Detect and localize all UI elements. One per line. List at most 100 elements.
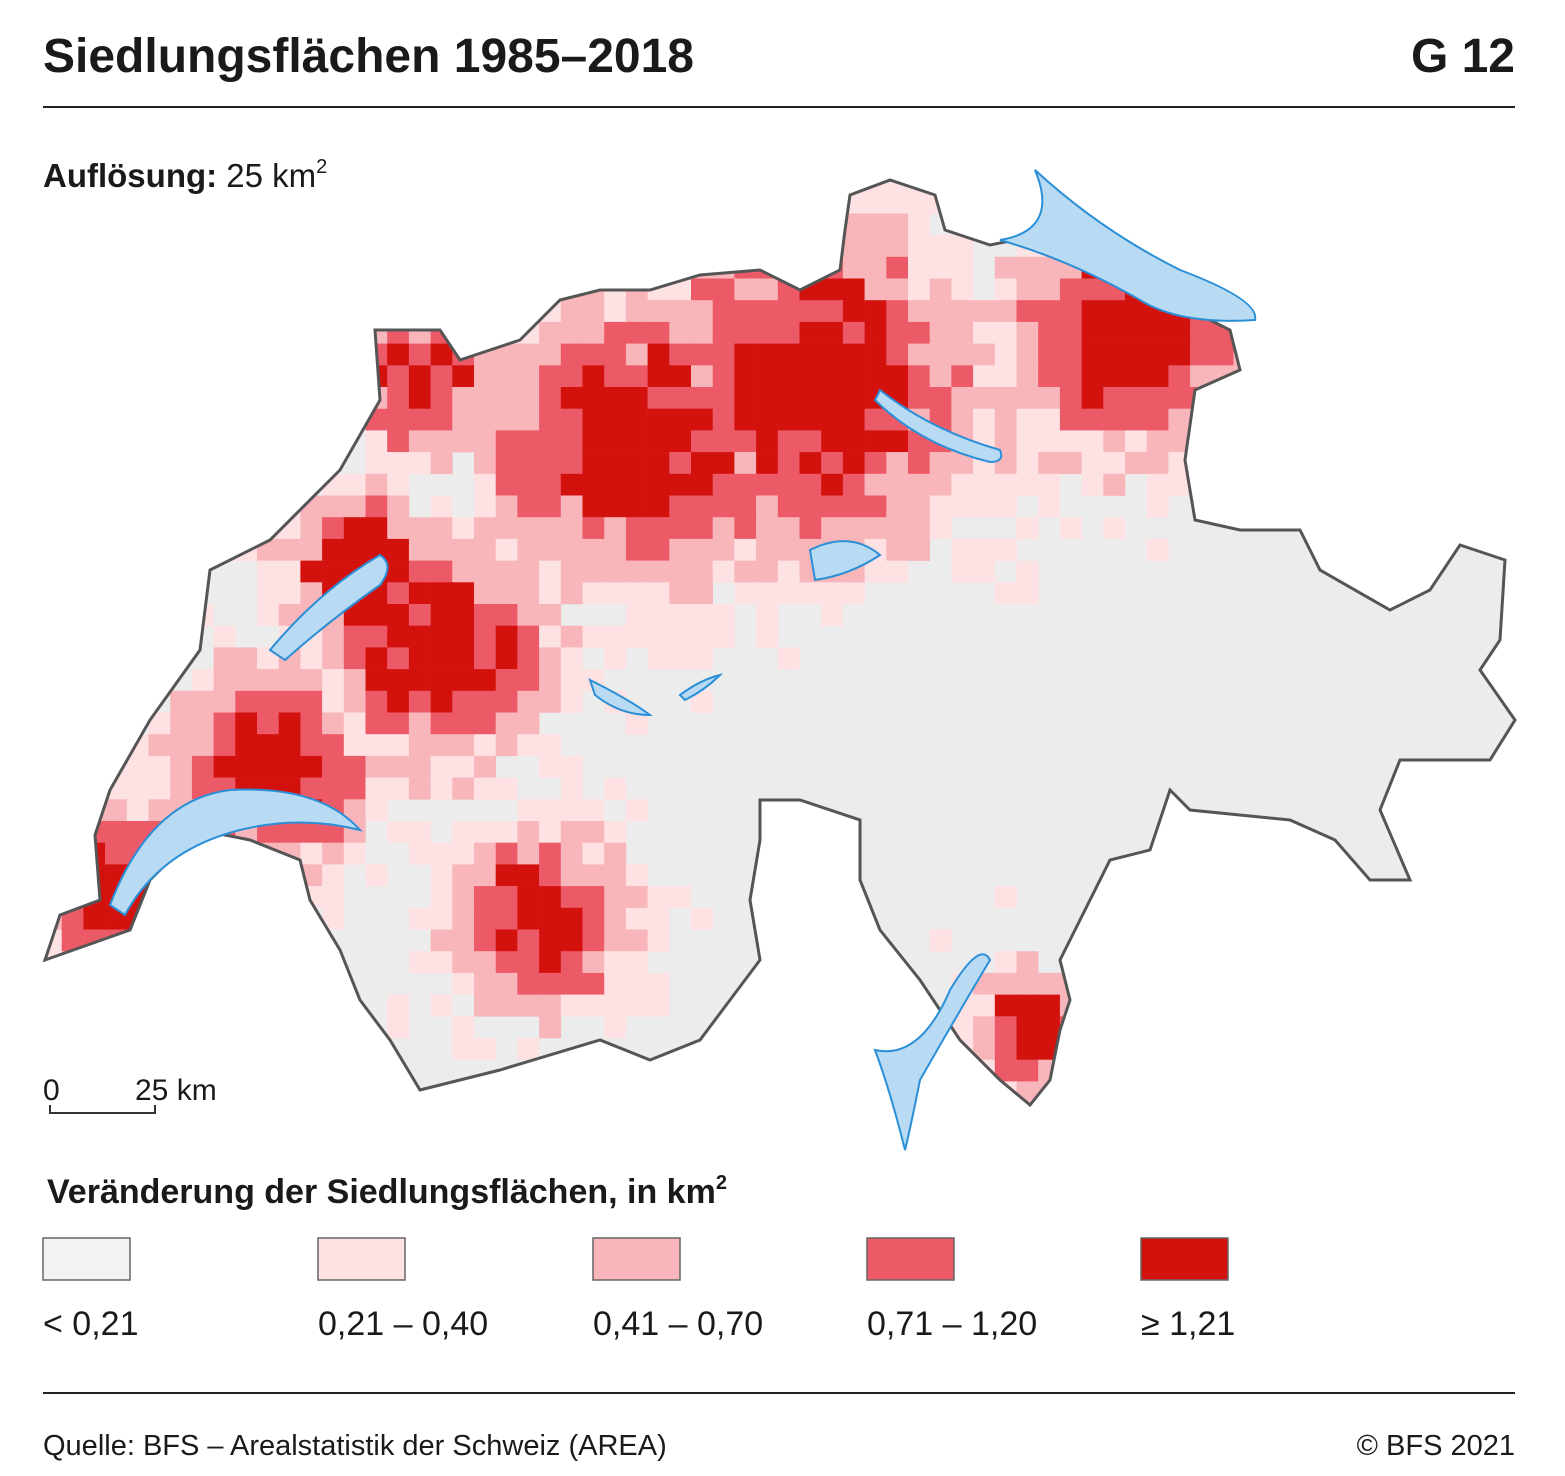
grid-cell	[474, 473, 496, 496]
grid-cell	[387, 734, 410, 757]
grid-cell	[560, 495, 583, 518]
grid-cell	[625, 387, 648, 409]
grid-cell	[45, 972, 62, 995]
grid-cell	[1016, 994, 1039, 1017]
grid-cell	[929, 343, 952, 366]
grid-cell	[886, 343, 909, 366]
grid-cell	[452, 365, 475, 388]
grid-cell	[1038, 972, 1061, 995]
grid-cell	[517, 886, 540, 909]
grid-cell	[1016, 387, 1039, 409]
grid-cell	[213, 734, 236, 757]
grid-cell	[604, 972, 627, 995]
grid-cell	[582, 321, 605, 344]
grid-cell	[1190, 365, 1213, 388]
grid-cell	[864, 343, 887, 366]
grid-cell	[1190, 321, 1213, 344]
grid-cell	[625, 191, 648, 214]
grid-cell	[148, 669, 171, 692]
grid-cell	[387, 343, 410, 366]
grid-cell	[365, 625, 388, 648]
grid-cell	[1059, 278, 1082, 301]
grid-cell	[951, 538, 974, 561]
grid-cell	[474, 300, 496, 323]
grid-cell	[669, 452, 692, 475]
grid-cell	[170, 690, 193, 713]
grid-cell	[1038, 256, 1061, 279]
grid-cell	[408, 712, 431, 735]
resolution-label: Auflösung:	[43, 157, 217, 194]
grid-cell	[560, 647, 583, 670]
grid-cell	[886, 495, 909, 518]
grid-cell	[1059, 430, 1082, 453]
grid-cell	[1125, 430, 1147, 453]
grid-cell	[973, 408, 996, 431]
grid-cell	[994, 387, 1017, 409]
grid-cell	[517, 538, 540, 561]
grid-cell	[474, 669, 496, 692]
grid-cell	[625, 972, 648, 995]
grid-cell	[777, 495, 800, 518]
grid-cell	[539, 278, 562, 301]
grid-cell	[1081, 321, 1104, 344]
grid-cell	[1016, 517, 1039, 540]
grid-cell	[908, 452, 930, 475]
grid-cell	[343, 734, 366, 757]
grid-cell	[864, 473, 887, 496]
grid-cell	[191, 951, 214, 974]
grid-cell	[322, 560, 345, 583]
grid-cell	[495, 842, 518, 865]
grid-cell	[777, 582, 800, 605]
grid-cell	[1059, 365, 1082, 388]
grid-cell	[1059, 321, 1082, 344]
grid-cell	[191, 907, 214, 930]
grid-cell	[647, 972, 670, 995]
grid-cell	[669, 582, 692, 605]
grid-cell	[148, 907, 171, 930]
grid-cell	[343, 647, 366, 670]
grid-cell	[799, 321, 822, 344]
grid-cell	[777, 473, 800, 496]
grid-cell	[821, 180, 844, 192]
grid-cell	[973, 343, 996, 366]
grid-cell	[1081, 452, 1104, 475]
grid-cell	[669, 647, 692, 670]
grid-cell	[322, 321, 345, 344]
grid-cell	[495, 907, 518, 930]
grid-cell	[474, 604, 496, 626]
grid-cell	[343, 669, 366, 692]
grid-cell	[1038, 365, 1061, 388]
grid-cell	[452, 929, 475, 952]
grid-cell	[495, 821, 518, 843]
grid-cell	[452, 1016, 475, 1039]
grid-cell	[625, 712, 648, 735]
grid-cell	[604, 951, 627, 974]
grid-cell	[213, 647, 236, 670]
grid-cell	[929, 365, 952, 388]
grid-cell	[777, 191, 800, 214]
grid-cell	[517, 994, 540, 1017]
grid-cell	[343, 755, 366, 778]
grid-cell	[756, 625, 779, 648]
grid-cell	[539, 799, 562, 822]
grid-cell	[495, 387, 518, 409]
grid-cell	[821, 582, 844, 605]
grid-cell	[126, 929, 149, 952]
grid-cell	[712, 408, 735, 431]
grid-cell	[45, 842, 62, 865]
grid-cell	[235, 452, 258, 475]
grid-cell	[257, 560, 279, 583]
grid-cell	[994, 300, 1017, 323]
grid-cell	[191, 929, 214, 952]
grid-cell	[734, 191, 757, 214]
grid-cell	[430, 951, 453, 974]
lake	[108, 788, 363, 917]
grid-cell	[170, 972, 193, 995]
grid-cell	[691, 473, 713, 496]
grid-cell	[560, 517, 583, 540]
grid-cell	[365, 690, 388, 713]
grid-cell	[45, 994, 62, 1017]
grid-cell	[148, 799, 171, 822]
grid-cell	[170, 864, 193, 887]
grid-cell	[864, 321, 887, 344]
